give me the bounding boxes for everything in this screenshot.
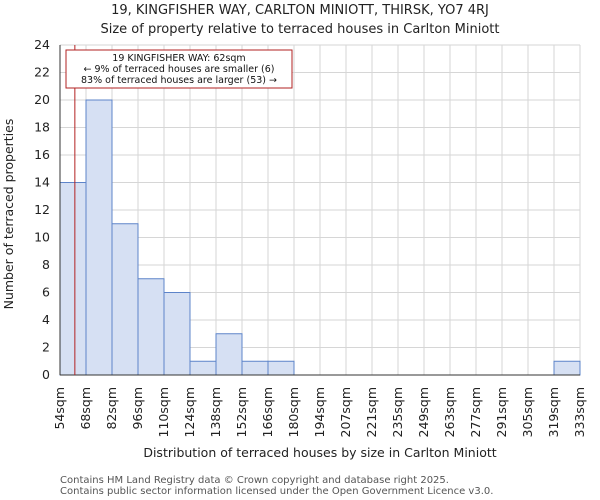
bar-138sqm <box>215 333 243 376</box>
y-tick-label: 22 <box>34 65 50 80</box>
x-tick-label: 180sqm <box>286 387 301 437</box>
annotation-box: 19 KINGFISHER WAY: 62sqm ← 9% of terrace… <box>65 49 293 89</box>
x-tick-label: 249sqm <box>416 387 431 437</box>
x-tick-label: 277sqm <box>468 387 483 437</box>
annotation-line-2: ← 9% of terraced houses are smaller (6) <box>84 64 275 75</box>
y-tick-label: 4 <box>42 312 50 327</box>
x-tick-label: 110sqm <box>156 387 171 437</box>
bar-124sqm <box>189 360 217 376</box>
x-tick-label: 96sqm <box>130 387 145 430</box>
x-tick-label: 152sqm <box>234 387 249 437</box>
x-tick-label: 319sqm <box>546 387 561 437</box>
y-tick-label: 18 <box>34 120 50 135</box>
x-tick-label: 138sqm <box>208 387 223 437</box>
x-tick-label: 54sqm <box>52 387 67 430</box>
chart-subtitle: Size of property relative to terraced ho… <box>100 22 499 37</box>
y-tick-label: 2 <box>42 340 50 355</box>
x-tick-label: 68sqm <box>78 387 93 430</box>
x-tick-label: 221sqm <box>364 387 379 437</box>
axes <box>59 45 580 376</box>
y-tick-label: 10 <box>34 230 50 245</box>
y-tick-label: 12 <box>34 202 50 217</box>
footer-line-1: Contains HM Land Registry data © Crown c… <box>60 475 449 486</box>
bar-152sqm <box>241 360 269 376</box>
y-tick-label: 24 <box>34 37 50 52</box>
x-tick-label: 194sqm <box>312 387 327 437</box>
y-tick-label: 14 <box>34 175 50 190</box>
bar-319sqm <box>553 360 581 376</box>
x-tick-labels: 54sqm 68sqm 82sqm 96sqm 110sqm 124sqm 138sqm 15… <box>52 387 587 437</box>
y-tick-label: 20 <box>34 92 50 107</box>
chart-title: 19, KINGFISHER WAY, CARLTON MINIOTT, THI… <box>111 3 489 18</box>
annotation-line-3: 83% of terraced houses are larger (53) → <box>81 75 277 86</box>
bar-96sqm <box>137 278 165 376</box>
annotation-line-1: 19 KINGFISHER WAY: 62sqm <box>112 53 245 64</box>
x-tick-label: 82sqm <box>104 387 119 430</box>
bar-110sqm <box>163 292 191 376</box>
x-tick-label: 333sqm <box>572 387 587 437</box>
x-tick-label: 263sqm <box>442 387 457 437</box>
annotation-frame <box>65 49 293 89</box>
footer-line-2: Contains public sector information licen… <box>60 486 493 497</box>
y-tick-label: 6 <box>42 285 50 300</box>
bar-82sqm <box>111 223 139 376</box>
y-axis-label: Number of terraced properties <box>1 119 16 310</box>
x-tick-label: 207sqm <box>338 387 353 437</box>
bar-54sqm <box>59 182 87 376</box>
x-tick-label: 291sqm <box>494 387 509 437</box>
x-tick-label: 124sqm <box>182 387 197 437</box>
x-tick-label: 166sqm <box>260 387 275 437</box>
gridlines <box>59 44 581 376</box>
y-tick-label: 16 <box>34 147 50 162</box>
y-tick-label: 8 <box>42 257 50 272</box>
y-tick-label: 0 <box>42 367 50 382</box>
bar-166sqm <box>267 360 295 376</box>
x-tick-label: 305sqm <box>520 387 535 437</box>
bars <box>59 99 581 376</box>
x-tick-label: 235sqm <box>390 387 405 437</box>
bar-68sqm <box>85 99 113 376</box>
x-axis-label: Distribution of terraced houses by size … <box>143 445 496 460</box>
